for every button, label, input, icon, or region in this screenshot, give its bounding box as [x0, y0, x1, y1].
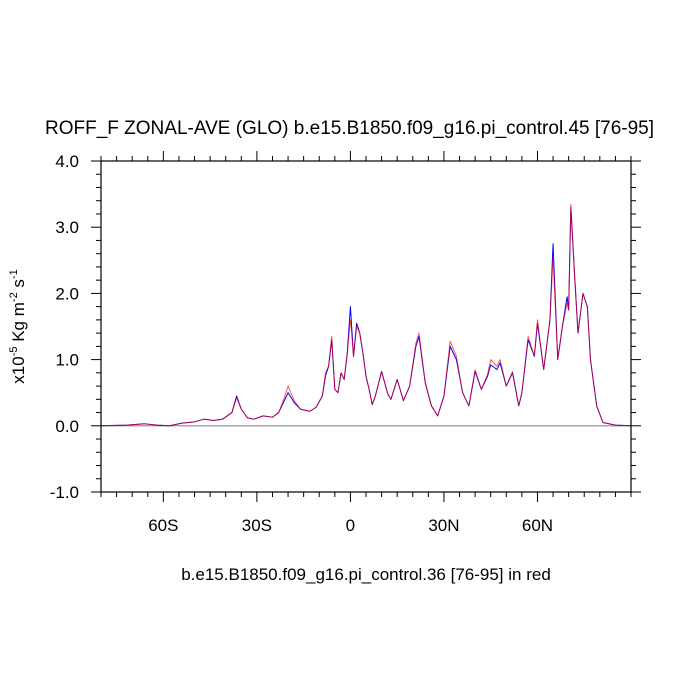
- x-tick-label: 0: [346, 516, 355, 535]
- series-line: [100, 203, 632, 427]
- y-axis-label: x10-5 Kg m-2 s-1: [8, 269, 28, 383]
- x-tick-label: 30S: [242, 516, 272, 535]
- y-tick-label: -1.0: [50, 483, 79, 502]
- y-axis-label-part: s: [9, 279, 28, 292]
- y-tick-label: 3.0: [55, 218, 79, 237]
- x-tick-label: 30N: [428, 516, 459, 535]
- chart-subtitle: b.e15.B1850.f09_g16.pi_control.36 [76-95…: [181, 565, 551, 584]
- y-axis-label-part: Kg m: [9, 302, 28, 346]
- y-tick-label: 4.0: [55, 152, 79, 171]
- y-tick-label: 0.0: [55, 417, 79, 436]
- series-line: [100, 206, 632, 427]
- chart-title: ROFF_F ZONAL-AVE (GLO) b.e15.B1850.f09_g…: [45, 118, 654, 139]
- y-tick-label: 2.0: [55, 284, 79, 303]
- x-tick-label: 60N: [522, 516, 553, 535]
- x-tick-label: 60S: [148, 516, 178, 535]
- y-axis-label-exponent: -5: [8, 347, 20, 357]
- y-axis-label-exponent: -1: [8, 269, 20, 279]
- y-tick-label: 1.0: [55, 351, 79, 370]
- plot-frame: [100, 160, 632, 493]
- y-axis-label-exponent: -2: [8, 292, 20, 302]
- y-axis-label-part: x10: [9, 356, 28, 383]
